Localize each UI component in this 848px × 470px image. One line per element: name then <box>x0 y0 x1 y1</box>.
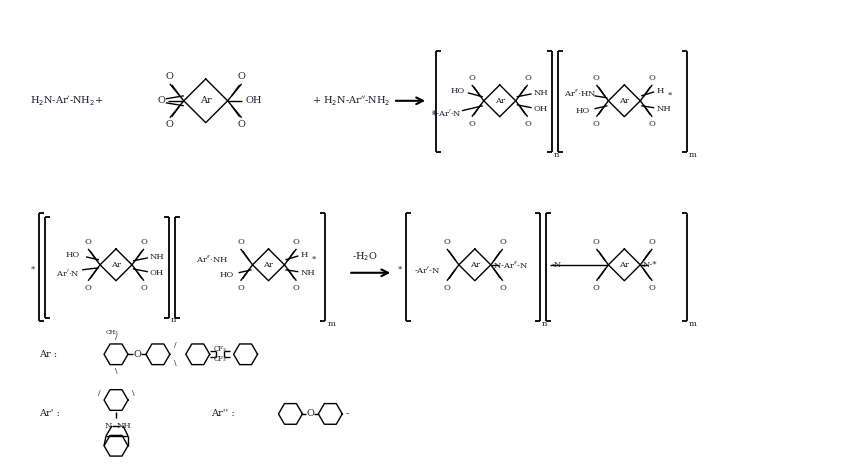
Text: O: O <box>133 350 141 359</box>
Text: NH: NH <box>656 105 671 113</box>
Text: n: n <box>170 316 176 324</box>
Text: HO: HO <box>220 271 234 279</box>
Text: O: O <box>237 120 246 129</box>
Text: O: O <box>593 120 600 128</box>
Text: n: n <box>554 151 559 159</box>
Text: HO: HO <box>65 251 79 259</box>
Text: O: O <box>85 284 92 292</box>
Text: H$_2$N-Ar$'$-NH$_2$+: H$_2$N-Ar$'$-NH$_2$+ <box>30 94 103 108</box>
Text: O: O <box>649 74 656 82</box>
Text: O: O <box>158 96 166 105</box>
Text: Ar: Ar <box>494 97 505 105</box>
Text: O: O <box>293 284 300 292</box>
Text: /: / <box>98 389 100 397</box>
Text: n: n <box>542 321 547 329</box>
Text: O: O <box>468 74 475 82</box>
Text: O: O <box>524 74 531 82</box>
Text: ,: , <box>166 350 170 359</box>
Text: Ar :: Ar : <box>39 350 58 359</box>
Text: *: * <box>31 266 36 274</box>
Text: Ar: Ar <box>200 96 212 105</box>
Text: O: O <box>306 409 315 418</box>
Text: O: O <box>593 238 600 246</box>
Text: m: m <box>689 321 697 329</box>
Text: NH: NH <box>300 269 315 277</box>
Text: Ar$'$·N: Ar$'$·N <box>56 267 80 278</box>
Text: NH: NH <box>117 422 131 430</box>
Text: O: O <box>237 284 244 292</box>
Text: *-Ar$'$-N: *-Ar$'$-N <box>431 107 461 118</box>
Text: O: O <box>141 238 148 246</box>
Text: CH₃: CH₃ <box>106 330 119 335</box>
Text: /: / <box>174 341 176 349</box>
Text: O: O <box>166 72 174 81</box>
Text: Ar: Ar <box>619 97 629 105</box>
Text: Ar$^{\prime\prime}$·NH: Ar$^{\prime\prime}$·NH <box>196 253 228 264</box>
Text: O: O <box>444 284 450 292</box>
Text: N-*: N-* <box>642 261 657 269</box>
Text: O: O <box>141 284 148 292</box>
Text: OH: OH <box>150 269 165 277</box>
Text: HO: HO <box>451 87 465 95</box>
Text: OH: OH <box>533 105 548 113</box>
Text: NH: NH <box>533 89 549 97</box>
Text: m: m <box>327 321 335 329</box>
Text: m: m <box>689 151 697 159</box>
Text: Ar: Ar <box>111 261 121 269</box>
Text: O: O <box>468 120 475 128</box>
Text: Ar: Ar <box>470 261 480 269</box>
Text: OH: OH <box>246 96 262 105</box>
Text: HO: HO <box>575 107 589 115</box>
Text: -H$_2$O: -H$_2$O <box>352 251 378 263</box>
Text: -N: -N <box>551 261 562 269</box>
Text: *: * <box>312 256 316 264</box>
Text: O: O <box>293 238 300 246</box>
Text: Ar: Ar <box>619 261 629 269</box>
Text: O: O <box>237 72 246 81</box>
Text: O: O <box>524 120 531 128</box>
Text: H: H <box>656 87 664 95</box>
Text: O: O <box>499 238 506 246</box>
Text: O: O <box>649 120 656 128</box>
Text: O: O <box>85 238 92 246</box>
Text: H: H <box>300 251 308 259</box>
Text: *: * <box>668 92 672 100</box>
Text: O: O <box>444 238 450 246</box>
Text: + H$_2$N-Ar$^{\prime\prime}$-NH$_2$: + H$_2$N-Ar$^{\prime\prime}$-NH$_2$ <box>312 94 391 108</box>
Text: CF₃: CF₃ <box>214 345 226 353</box>
Text: O: O <box>499 284 506 292</box>
Text: O: O <box>649 284 656 292</box>
Text: *: * <box>398 266 402 274</box>
Text: /: / <box>114 333 117 341</box>
Text: -Ar$^{\prime}$-N: -Ar$^{\prime}$-N <box>414 264 441 275</box>
Text: NH: NH <box>150 253 165 261</box>
Text: Ar'' :: Ar'' : <box>210 409 234 418</box>
Text: *: * <box>432 112 436 120</box>
Text: N: N <box>104 422 112 430</box>
Text: -: - <box>346 409 349 418</box>
Text: O: O <box>166 120 174 129</box>
Text: \: \ <box>114 367 117 375</box>
Text: O: O <box>649 238 656 246</box>
Text: O: O <box>237 238 244 246</box>
Text: Ar: Ar <box>264 261 274 269</box>
Text: Ar' :: Ar' : <box>39 409 60 418</box>
Text: \: \ <box>174 359 176 367</box>
Text: O: O <box>593 74 600 82</box>
Text: Ar$^{\prime\prime}$·HN: Ar$^{\prime\prime}$·HN <box>564 87 597 98</box>
Text: O: O <box>593 284 600 292</box>
Text: CF₃: CF₃ <box>214 355 226 363</box>
Text: \: \ <box>131 389 134 397</box>
Text: N-Ar$^{\prime\prime}$-N: N-Ar$^{\prime\prime}$-N <box>493 259 528 270</box>
